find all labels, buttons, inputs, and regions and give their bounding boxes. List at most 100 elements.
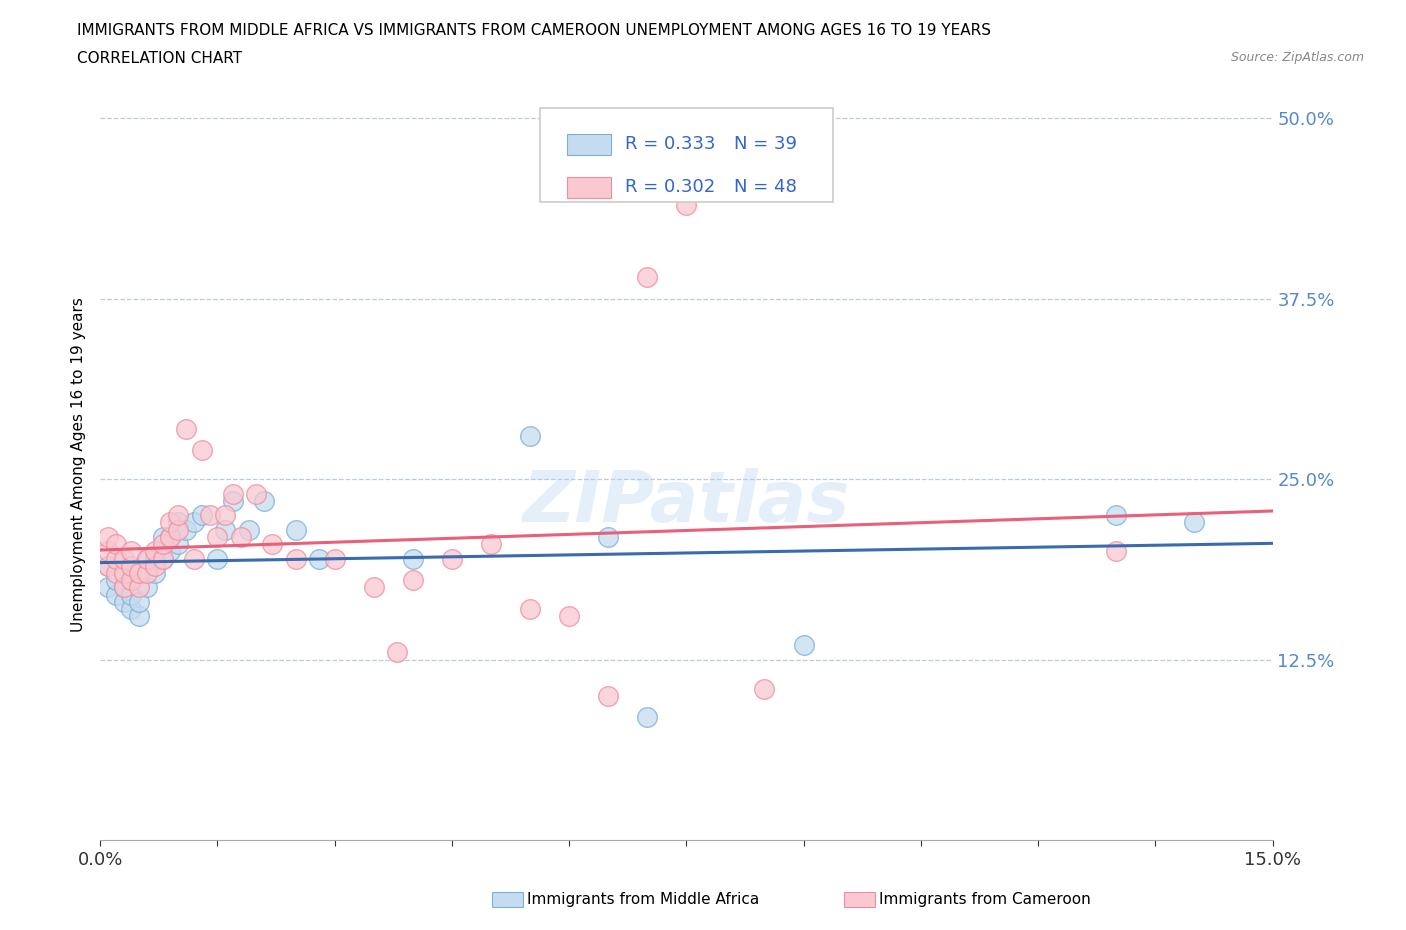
Point — [112, 565, 135, 580]
Point — [112, 580, 135, 595]
Point — [128, 609, 150, 624]
Point — [97, 529, 120, 544]
Text: Immigrants from Middle Africa: Immigrants from Middle Africa — [527, 892, 759, 907]
Point — [519, 602, 541, 617]
Point — [190, 443, 212, 458]
Point — [253, 494, 276, 509]
Point — [120, 558, 142, 573]
Text: Immigrants from Cameroon: Immigrants from Cameroon — [879, 892, 1091, 907]
Text: R = 0.302: R = 0.302 — [626, 179, 716, 196]
FancyBboxPatch shape — [567, 134, 612, 154]
Text: CORRELATION CHART: CORRELATION CHART — [77, 51, 242, 66]
Point — [128, 565, 150, 580]
Point — [143, 551, 166, 566]
Point — [112, 594, 135, 609]
Point — [207, 551, 229, 566]
Point — [152, 551, 174, 566]
Point — [636, 710, 658, 724]
Point — [207, 529, 229, 544]
Point — [198, 508, 221, 523]
Point — [245, 486, 267, 501]
Point — [143, 565, 166, 580]
Point — [793, 638, 815, 653]
Point — [229, 529, 252, 544]
Point — [214, 523, 236, 538]
Point — [440, 551, 463, 566]
Point — [159, 529, 181, 544]
Point — [167, 537, 190, 551]
Point — [262, 537, 284, 551]
Point — [214, 508, 236, 523]
Point — [385, 645, 408, 660]
Point — [128, 580, 150, 595]
Text: N = 48: N = 48 — [734, 179, 797, 196]
Point — [159, 515, 181, 530]
Point — [598, 529, 620, 544]
Point — [104, 537, 127, 551]
Point — [97, 580, 120, 595]
Point — [143, 558, 166, 573]
Point — [159, 529, 181, 544]
Point — [323, 551, 346, 566]
Point — [558, 609, 581, 624]
Point — [136, 580, 159, 595]
Point — [402, 551, 425, 566]
Point — [159, 544, 181, 559]
Point — [308, 551, 330, 566]
Point — [136, 551, 159, 566]
Point — [222, 494, 245, 509]
Point — [167, 515, 190, 530]
FancyBboxPatch shape — [540, 108, 832, 202]
Point — [120, 573, 142, 588]
Point — [152, 537, 174, 551]
Point — [104, 573, 127, 588]
Point — [1105, 508, 1128, 523]
Point — [97, 544, 120, 559]
Point — [167, 523, 190, 538]
Point — [104, 565, 127, 580]
Point — [183, 515, 205, 530]
FancyBboxPatch shape — [567, 177, 612, 198]
Point — [402, 573, 425, 588]
Point — [120, 587, 142, 602]
Point — [120, 602, 142, 617]
Point — [152, 529, 174, 544]
Point — [104, 551, 127, 566]
Point — [519, 429, 541, 444]
Point — [174, 421, 197, 436]
Point — [284, 551, 307, 566]
Text: R = 0.333: R = 0.333 — [626, 135, 716, 153]
Point — [120, 544, 142, 559]
Point — [675, 197, 697, 212]
Point — [479, 537, 502, 551]
Point — [284, 523, 307, 538]
Point — [174, 523, 197, 538]
Point — [190, 508, 212, 523]
Point — [636, 270, 658, 285]
Point — [183, 551, 205, 566]
Point — [1105, 544, 1128, 559]
Text: IMMIGRANTS FROM MIDDLE AFRICA VS IMMIGRANTS FROM CAMEROON UNEMPLOYMENT AMONG AGE: IMMIGRANTS FROM MIDDLE AFRICA VS IMMIGRA… — [77, 23, 991, 38]
Point — [598, 688, 620, 703]
Point — [128, 594, 150, 609]
Point — [112, 565, 135, 580]
Point — [97, 558, 120, 573]
Point — [112, 580, 135, 595]
Point — [222, 486, 245, 501]
Point — [120, 573, 142, 588]
Point — [754, 681, 776, 696]
Y-axis label: Unemployment Among Ages 16 to 19 years: Unemployment Among Ages 16 to 19 years — [72, 298, 86, 632]
Text: ZIPatlas: ZIPatlas — [523, 468, 851, 537]
Point — [167, 508, 190, 523]
Point — [112, 551, 135, 566]
Point — [136, 551, 159, 566]
Text: Source: ZipAtlas.com: Source: ZipAtlas.com — [1230, 51, 1364, 64]
Point — [143, 544, 166, 559]
Point — [136, 565, 159, 580]
Point — [363, 580, 385, 595]
Text: N = 39: N = 39 — [734, 135, 797, 153]
Point — [238, 523, 260, 538]
Point — [152, 551, 174, 566]
Point — [104, 587, 127, 602]
Point — [1182, 515, 1205, 530]
